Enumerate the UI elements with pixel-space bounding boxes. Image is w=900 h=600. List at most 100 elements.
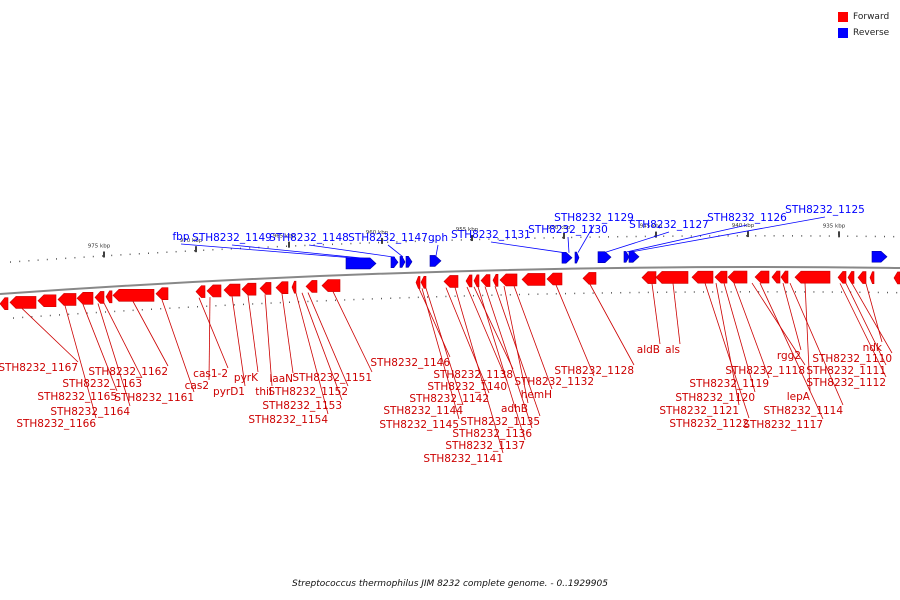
forward-gene-feature[interactable]: [473, 274, 480, 288]
reverse-gene-feature[interactable]: [345, 257, 377, 270]
forward-gene-label[interactable]: STH8232_1135: [460, 416, 540, 428]
reverse-gene-label[interactable]: STH8232_1127: [629, 219, 709, 231]
forward-gene-label[interactable]: STH8232_1161: [114, 392, 194, 404]
forward-gene-feature[interactable]: [420, 275, 427, 289]
forward-gene-feature[interactable]: [57, 293, 77, 306]
forward-gene-label[interactable]: STH8232_1121: [659, 405, 739, 417]
reverse-gene-feature[interactable]: [429, 255, 442, 267]
forward-gene-label[interactable]: STH8232_1114: [763, 405, 843, 417]
forward-gene-feature[interactable]: [291, 280, 297, 294]
forward-gene-feature[interactable]: [259, 282, 272, 295]
forward-gene-feature[interactable]: [837, 271, 847, 284]
forward-gene-feature[interactable]: [112, 289, 155, 302]
forward-gene-feature[interactable]: [465, 274, 473, 288]
forward-gene-feature[interactable]: [105, 290, 113, 304]
forward-gene-label[interactable]: hemH: [521, 389, 552, 401]
forward-gene-label[interactable]: STH8232_1163: [62, 378, 142, 390]
forward-gene-label[interactable]: STH8232_1128: [554, 365, 634, 377]
forward-gene-feature[interactable]: [0, 297, 9, 311]
reverse-gene-feature[interactable]: [597, 251, 612, 263]
forward-gene-label[interactable]: adhB: [501, 403, 528, 415]
reverse-gene-label[interactable]: STH8232_1125: [785, 204, 865, 216]
forward-gene-label[interactable]: STH8232_1142: [409, 393, 489, 405]
reverse-gene-label[interactable]: gph: [428, 232, 448, 244]
forward-gene-label[interactable]: STH8232_1146: [370, 357, 450, 369]
forward-gene-feature[interactable]: [754, 270, 770, 284]
forward-gene-feature[interactable]: [223, 283, 241, 297]
forward-gene-label[interactable]: STH8232_1154: [248, 414, 328, 426]
forward-gene-label[interactable]: STH8232_1112: [806, 377, 886, 389]
forward-gene-label[interactable]: STH8232_1132: [514, 376, 594, 388]
reverse-gene-feature[interactable]: [405, 255, 413, 268]
forward-gene-label[interactable]: STH8232_1165: [37, 391, 117, 403]
forward-gene-feature[interactable]: [780, 270, 789, 284]
reverse-gene-feature[interactable]: [871, 250, 888, 263]
reverse-gene-label[interactable]: STH8232_1147: [348, 232, 428, 244]
forward-gene-feature[interactable]: [691, 270, 714, 284]
reverse-gene-label[interactable]: STH8232_1129: [554, 212, 634, 224]
forward-gene-feature[interactable]: [275, 281, 289, 294]
reverse-gene-feature[interactable]: [390, 256, 399, 269]
forward-gene-feature[interactable]: [794, 270, 831, 284]
forward-gene-label[interactable]: STH8232_1137: [445, 440, 525, 452]
forward-gene-feature[interactable]: [857, 271, 867, 284]
reverse-gene-feature[interactable]: [628, 250, 640, 263]
forward-gene-label[interactable]: ndk: [863, 342, 883, 354]
forward-gene-feature[interactable]: [443, 275, 459, 288]
forward-gene-feature[interactable]: [869, 271, 875, 284]
forward-gene-label[interactable]: pyrD1: [213, 386, 245, 398]
forward-gene-feature[interactable]: [546, 272, 563, 286]
forward-gene-feature[interactable]: [76, 291, 94, 305]
forward-gene-feature[interactable]: [415, 276, 421, 289]
reverse-gene-label[interactable]: STH8232_1149: [192, 232, 272, 244]
forward-gene-label[interactable]: STH8232_1117: [743, 419, 823, 431]
forward-gene-label[interactable]: lepA: [787, 391, 811, 403]
forward-gene-feature[interactable]: [771, 270, 781, 284]
forward-gene-feature[interactable]: [847, 271, 855, 284]
forward-gene-feature[interactable]: [582, 272, 597, 285]
forward-gene-label[interactable]: als: [665, 344, 680, 356]
forward-gene-label[interactable]: STH8232_1153: [262, 400, 342, 412]
forward-gene-feature[interactable]: [714, 270, 728, 284]
forward-gene-label[interactable]: STH8232_1162: [88, 366, 168, 378]
forward-gene-feature[interactable]: [305, 280, 318, 293]
forward-gene-feature[interactable]: [195, 285, 206, 298]
reverse-gene-feature[interactable]: [399, 256, 406, 268]
reverse-gene-feature[interactable]: [561, 251, 573, 264]
reverse-gene-label[interactable]: STH8232_1130: [528, 224, 608, 236]
forward-gene-feature[interactable]: [321, 279, 341, 292]
forward-gene-label[interactable]: rgg2: [777, 350, 801, 362]
forward-gene-label[interactable]: STH8232_1167: [0, 362, 78, 374]
forward-gene-feature[interactable]: [521, 273, 546, 286]
forward-gene-label[interactable]: aldB: [637, 344, 660, 356]
forward-gene-label[interactable]: STH8232_1145: [379, 419, 459, 431]
forward-gene-feature[interactable]: [94, 291, 105, 304]
forward-gene-label[interactable]: STH8232_1136: [452, 428, 532, 440]
forward-gene-feature[interactable]: [727, 270, 748, 284]
forward-gene-label[interactable]: STH8232_1141: [423, 453, 503, 465]
forward-gene-feature[interactable]: [480, 274, 491, 287]
reverse-gene-label[interactable]: STH8232_1131: [451, 229, 531, 241]
forward-gene-label[interactable]: STH8232_1111: [806, 365, 886, 377]
reverse-gene-label[interactable]: STH8232_1126: [707, 212, 787, 224]
forward-gene-label[interactable]: STH8232_1140: [427, 381, 507, 393]
forward-gene-feature[interactable]: [641, 271, 657, 284]
forward-gene-label[interactable]: laaN: [269, 373, 293, 385]
forward-gene-feature[interactable]: [492, 273, 499, 287]
forward-gene-label[interactable]: STH8232_1122: [669, 418, 749, 430]
forward-gene-feature[interactable]: [9, 296, 37, 309]
forward-gene-feature[interactable]: [655, 271, 689, 284]
forward-gene-label[interactable]: STH8232_1118: [725, 365, 805, 377]
forward-gene-label[interactable]: pyrK: [234, 372, 259, 384]
forward-gene-label[interactable]: STH8232_1151: [292, 372, 372, 384]
forward-gene-label[interactable]: STH8232_1120: [675, 392, 755, 404]
reverse-gene-label[interactable]: fbp: [172, 231, 189, 243]
forward-gene-label[interactable]: cas2: [185, 380, 209, 392]
forward-gene-label[interactable]: STH8232_1144: [383, 405, 463, 417]
forward-gene-label[interactable]: STH8232_1152: [268, 386, 348, 398]
forward-gene-label[interactable]: STH8232_1166: [16, 418, 96, 430]
forward-gene-label[interactable]: thiI: [255, 386, 272, 398]
forward-gene-feature[interactable]: [37, 294, 57, 308]
forward-gene-label[interactable]: STH8232_1138: [433, 369, 513, 381]
forward-gene-feature[interactable]: [893, 271, 900, 285]
